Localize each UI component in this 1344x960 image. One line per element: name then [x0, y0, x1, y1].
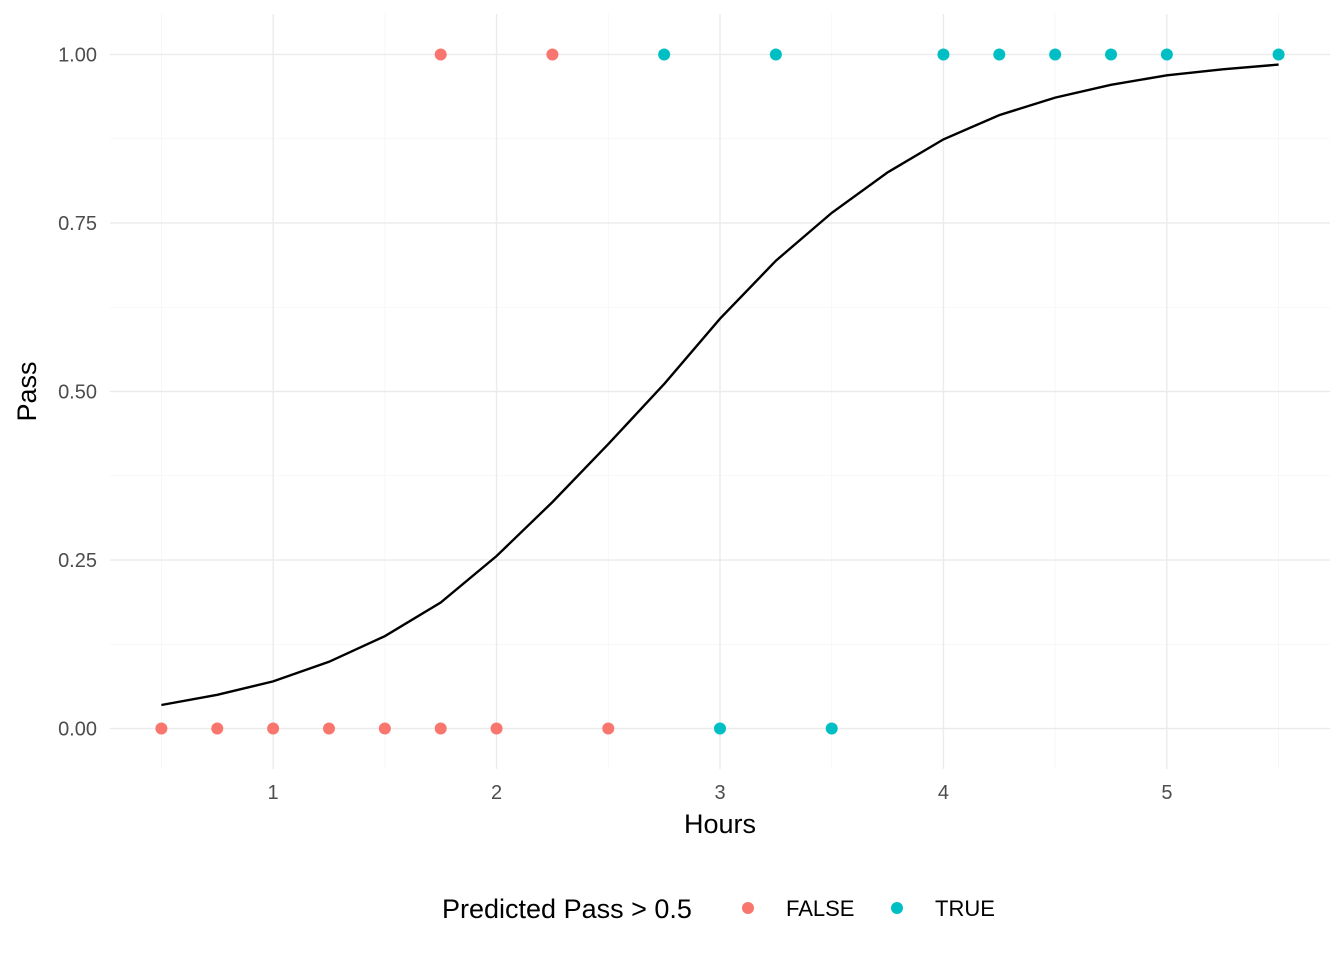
- x-tick-label: 1: [268, 782, 279, 804]
- legend-key: [891, 902, 903, 914]
- data-point: [993, 48, 1006, 61]
- x-tick-label: 2: [491, 782, 502, 804]
- legend: Predicted Pass > 0.5 FALSE TRUE: [442, 894, 995, 924]
- data-point: [378, 722, 391, 735]
- data-point: [602, 722, 615, 735]
- data-points: [155, 48, 1285, 735]
- legend-title: Predicted Pass > 0.5: [442, 894, 692, 924]
- data-point: [434, 48, 447, 61]
- y-axis-tick-labels: 0.00 0.25 0.50 0.75 1.00: [58, 44, 97, 740]
- data-point: [1272, 48, 1285, 61]
- y-axis-title: Pass: [12, 361, 42, 421]
- x-tick-label: 5: [1161, 782, 1172, 804]
- y-tick-label: 0.75: [58, 213, 97, 235]
- legend-key: [742, 902, 754, 914]
- y-tick-label: 0.50: [58, 382, 97, 404]
- fitted-logistic-curve: [161, 63, 1279, 707]
- legend-label: TRUE: [935, 896, 995, 921]
- x-tick-label: 3: [714, 782, 725, 804]
- data-point: [1105, 48, 1118, 61]
- data-point: [1160, 48, 1173, 61]
- y-tick-label: 0.25: [58, 550, 97, 572]
- data-point: [434, 722, 447, 735]
- data-point: [155, 722, 168, 735]
- x-tick-label: 4: [938, 782, 949, 804]
- data-point: [211, 722, 224, 735]
- data-point: [546, 48, 559, 61]
- data-point: [267, 722, 280, 735]
- data-point: [322, 722, 335, 735]
- data-point: [769, 48, 782, 61]
- data-point: [714, 722, 726, 735]
- x-axis-title: Hours: [684, 809, 756, 839]
- legend-entries: FALSE TRUE: [742, 896, 995, 921]
- y-tick-label: 1.00: [58, 44, 97, 66]
- data-point: [825, 722, 838, 735]
- x-axis-tick-labels: 1 2 3 4 5: [268, 782, 1173, 804]
- data-point: [658, 48, 671, 61]
- y-tick-label: 0.00: [58, 719, 97, 741]
- major-grid: [110, 14, 1330, 769]
- data-point: [1049, 48, 1062, 61]
- data-point: [937, 48, 950, 61]
- data-point: [490, 722, 503, 735]
- legend-label: FALSE: [786, 896, 854, 921]
